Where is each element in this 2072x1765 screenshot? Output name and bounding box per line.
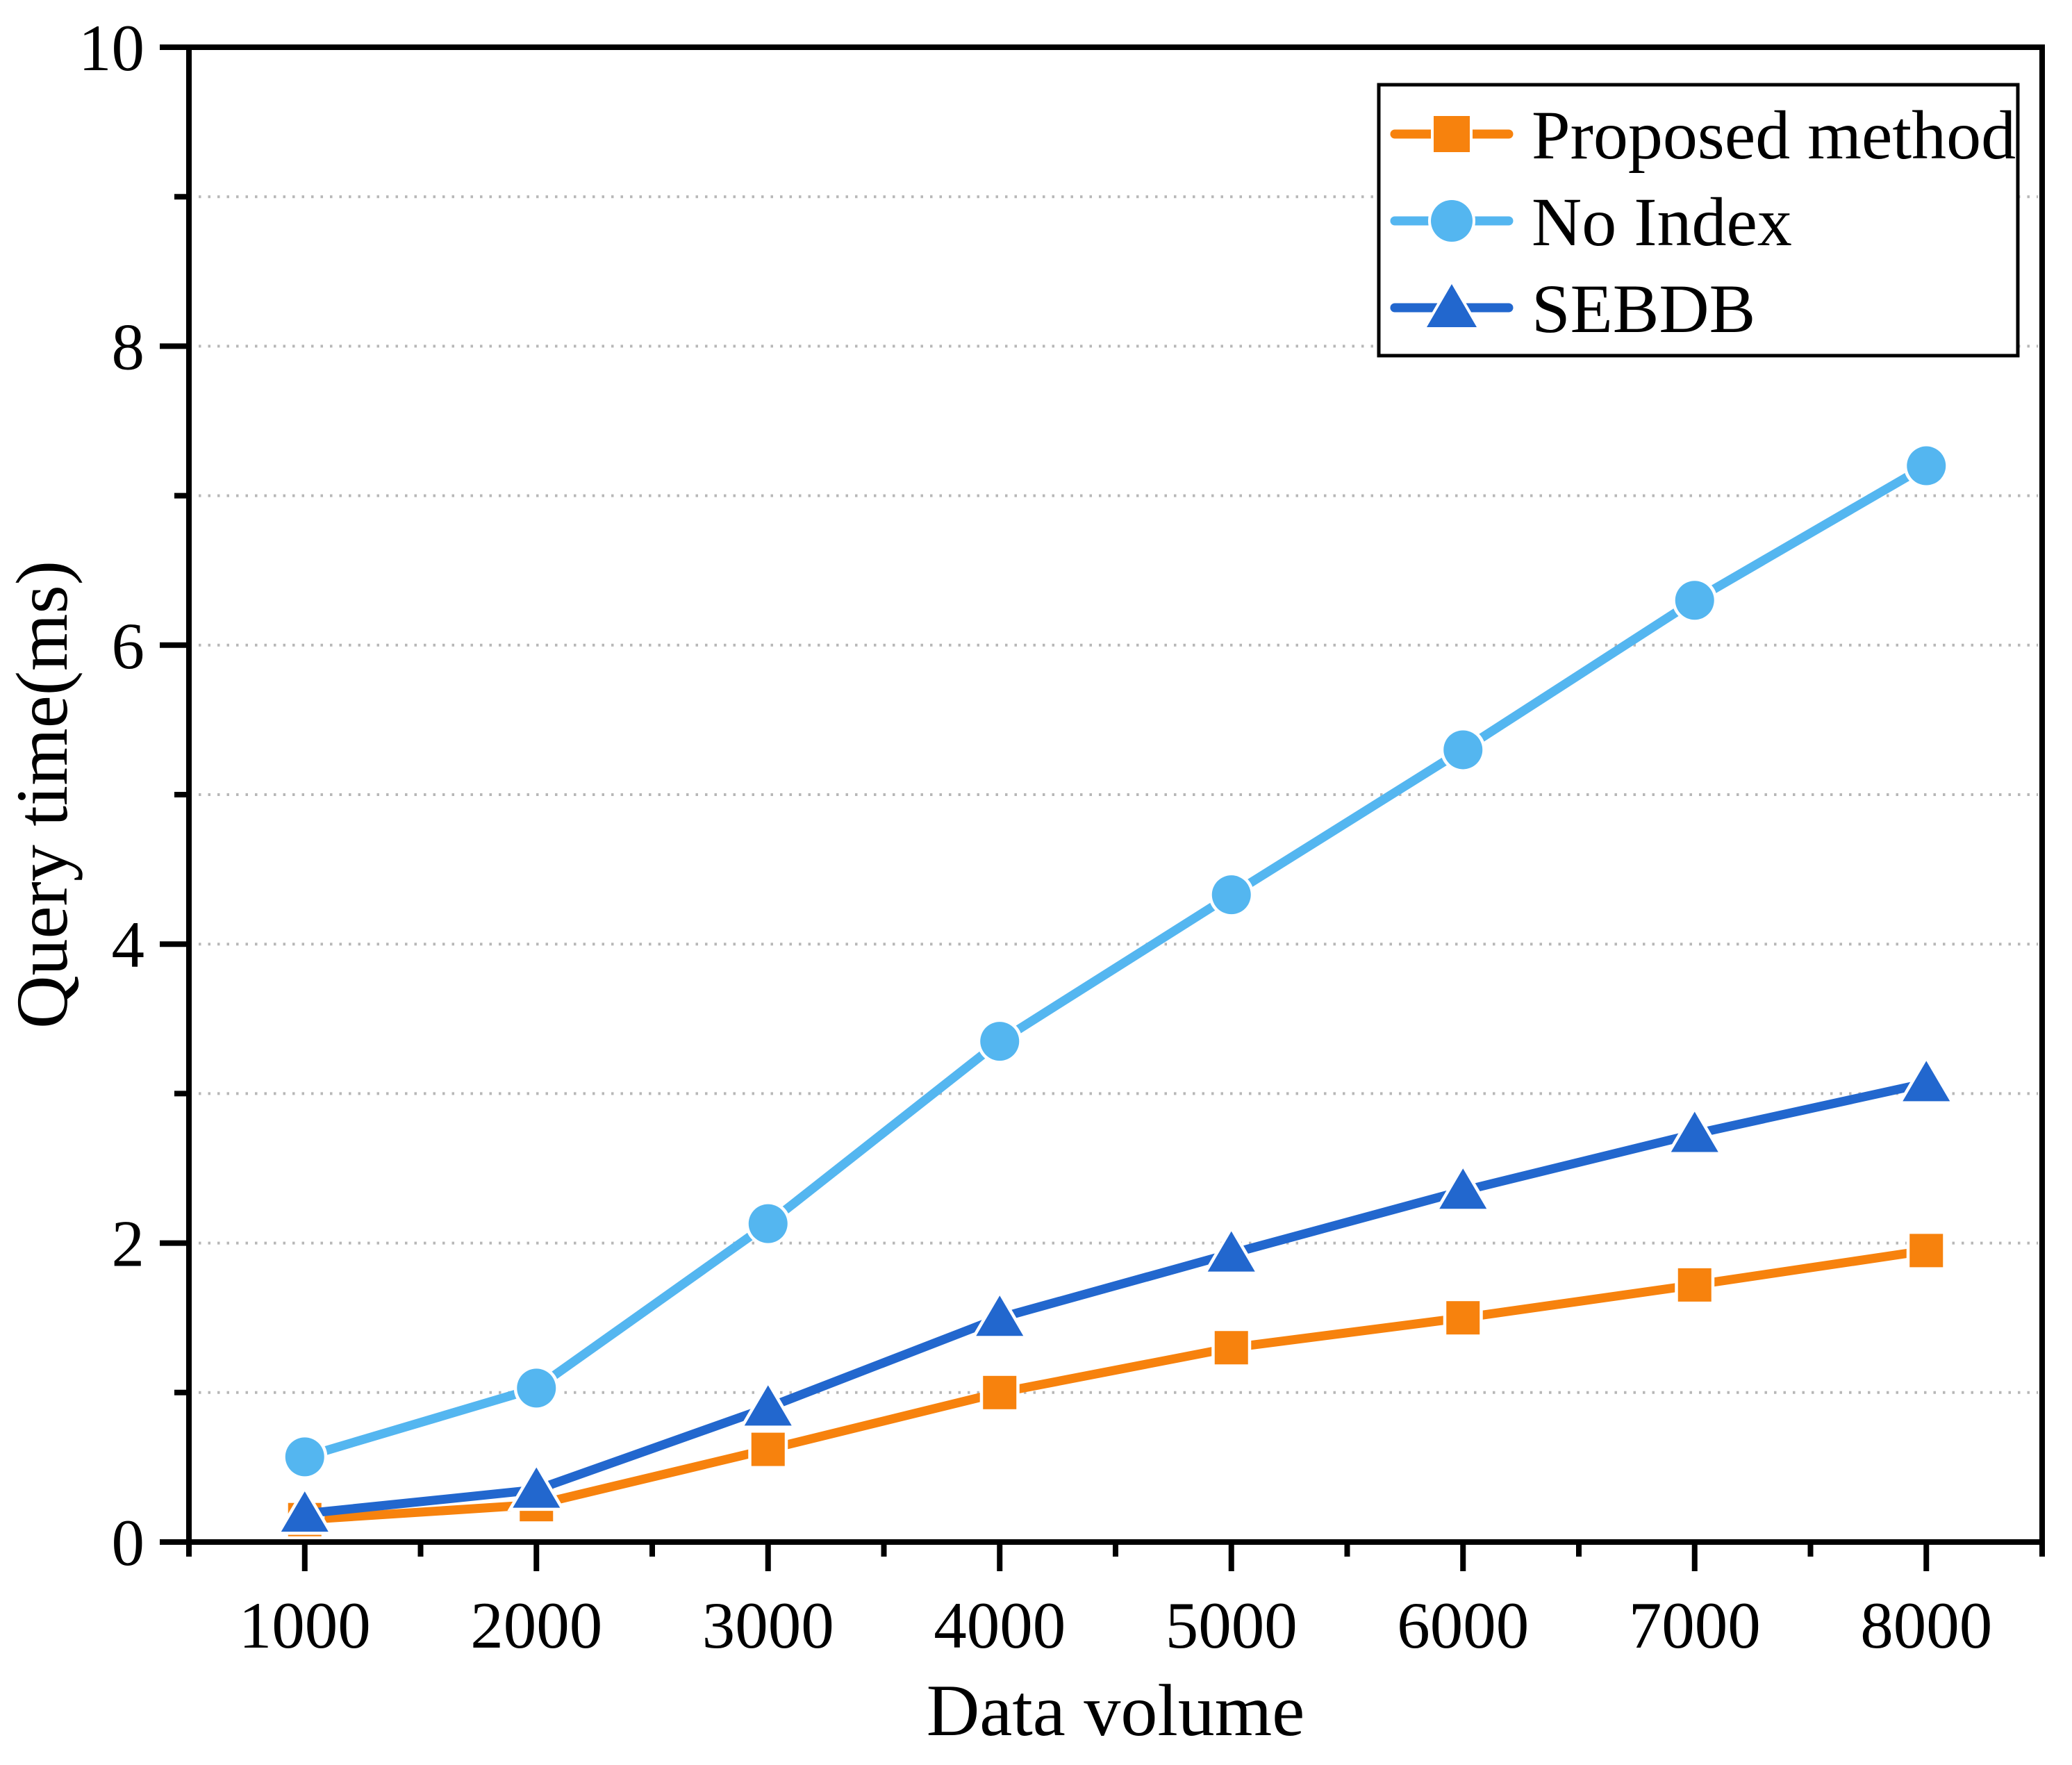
legend-marker-sebdb bbox=[1422, 279, 1482, 330]
x-axis-title: Data volume bbox=[927, 1670, 1305, 1751]
ticks-layer bbox=[160, 44, 2045, 1571]
data-point-no-index bbox=[977, 1018, 1022, 1064]
y-tick-label-0: 0 bbox=[112, 1506, 145, 1580]
data-point-no-index bbox=[282, 1434, 328, 1480]
data-point-proposed-method bbox=[748, 1430, 788, 1470]
series-line-no-index bbox=[300, 461, 1931, 1461]
legend-label-proposed-method: Proposed method bbox=[1532, 97, 2016, 174]
data-point-proposed-method bbox=[1211, 1327, 1252, 1368]
y-axis-title: Query time(ms) bbox=[1, 561, 83, 1029]
data-point-sebdb bbox=[738, 1379, 797, 1429]
x-tick-label-1000: 1000 bbox=[239, 1589, 371, 1662]
x-tick-label-6000: 6000 bbox=[1397, 1589, 1529, 1662]
x-tick-label-7000: 7000 bbox=[1629, 1589, 1761, 1662]
x-tick-label-5000: 5000 bbox=[1166, 1589, 1298, 1662]
data-point-proposed-method bbox=[979, 1373, 1020, 1413]
y-tick-label-10: 10 bbox=[78, 11, 144, 85]
data-point-no-index bbox=[513, 1365, 559, 1411]
data-point-no-index bbox=[1903, 443, 1949, 489]
series-line-sebdb bbox=[300, 1078, 1931, 1518]
legend-label-sebdb: SEBDB bbox=[1532, 270, 1755, 347]
legend-label-no-index: No Index bbox=[1532, 183, 1792, 260]
data-point-no-index bbox=[1672, 577, 1718, 623]
x-tick-label-2000: 2000 bbox=[470, 1589, 602, 1662]
series-line-proposed-method bbox=[300, 1245, 1931, 1525]
data-point-no-index bbox=[745, 1201, 791, 1247]
x-tick-label-4000: 4000 bbox=[934, 1589, 1066, 1662]
legend: Proposed method No Index SEBDB bbox=[1377, 83, 2020, 358]
tick-labels-layer: 1000 2000 3000 4000 5000 6000 7000 8000 0 2 4 6 8 10 bbox=[78, 11, 1992, 1662]
data-point-proposed-method bbox=[1443, 1298, 1483, 1338]
gridlines bbox=[199, 195, 2038, 1394]
data-point-sebdb bbox=[1897, 1054, 1956, 1104]
y-tick-label-2: 2 bbox=[112, 1207, 145, 1281]
data-point-sebdb bbox=[1665, 1105, 1724, 1156]
data-point-proposed-method bbox=[1675, 1265, 1715, 1305]
series-layer bbox=[275, 443, 1956, 1540]
x-tick-label-3000: 3000 bbox=[702, 1589, 834, 1662]
data-point-sebdb bbox=[507, 1461, 566, 1511]
y-tick-label-6: 6 bbox=[112, 609, 145, 683]
data-point-sebdb bbox=[275, 1485, 334, 1535]
legend-marker-proposed-method bbox=[1431, 113, 1473, 155]
data-point-proposed-method bbox=[1906, 1230, 1946, 1270]
y-tick-label-4: 4 bbox=[112, 908, 145, 981]
data-point-sebdb bbox=[970, 1289, 1029, 1339]
data-point-sebdb bbox=[1434, 1162, 1493, 1212]
data-point-no-index bbox=[1440, 727, 1486, 772]
x-tick-label-8000: 8000 bbox=[1860, 1589, 1992, 1662]
y-tick-label-8: 8 bbox=[112, 310, 145, 383]
legend-marker-no-index bbox=[1428, 197, 1475, 245]
data-point-sebdb bbox=[1202, 1225, 1261, 1275]
data-point-no-index bbox=[1209, 872, 1254, 918]
